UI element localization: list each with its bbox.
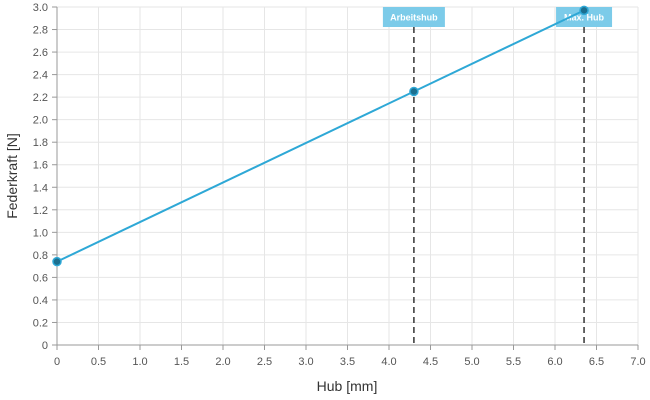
x-tick-label: 5.0 (464, 356, 479, 368)
x-ticks: 0 0.5 1.0 1.5 2.0 2.5 3.0 3.5 4.0 4.5 5.0 5.5 6.0 6.5… (54, 345, 646, 368)
y-tick-label: 0.6 (33, 272, 48, 284)
y-tick-label: 0.8 (33, 250, 48, 262)
series (52, 5, 589, 267)
x-tick-label: 6.0 (547, 356, 562, 368)
x-tick-label: 4.0 (381, 356, 396, 368)
x-axis-title: Hub [mm] (317, 378, 378, 394)
y-tick-label: 1.2 (33, 205, 48, 217)
y-tick-label: 1.6 (33, 160, 48, 172)
y-tick-label: 2.6 (33, 47, 48, 59)
marker-label: Max. Hub (564, 13, 605, 23)
y-tick-label: 2.0 (33, 115, 48, 127)
x-tick-label: 4.5 (423, 356, 438, 368)
x-tick-label: 2.0 (215, 356, 230, 368)
x-tick-label: 2.5 (257, 356, 272, 368)
y-tick-label: 1.0 (33, 227, 48, 239)
y-tick-label: 0 (42, 340, 48, 352)
y-tick-label: 2.2 (33, 92, 48, 104)
data-point (52, 256, 62, 267)
x-tick-label: 0 (54, 356, 60, 368)
x-tick-label: 7.0 (630, 356, 645, 368)
marker-label: Arbeitshub (390, 13, 438, 23)
y-tick-label: 2.8 (33, 25, 48, 37)
y-tick-label: 1.4 (33, 182, 48, 194)
y-tick-label: 0.4 (33, 295, 48, 307)
markers: Arbeitshub Max. Hub (382, 7, 613, 345)
x-tick-label: 1.5 (174, 356, 189, 368)
grid (56, 6, 639, 346)
y-axis-title: Federkraft [N] (4, 133, 20, 219)
y-tick-label: 1.8 (33, 137, 48, 149)
x-tick-label: 3.0 (298, 356, 313, 368)
x-tick-label: 5.5 (506, 356, 521, 368)
y-tick-label: 3.0 (33, 2, 48, 14)
series-line (56, 9, 585, 263)
x-tick-label: 0.5 (91, 356, 106, 368)
y-ticks: 0 0.2 0.4 0.6 0.8 1.0 1.2 1.4 1.6 1.8 2.0 2.2 2.4 2.6… (33, 2, 57, 352)
x-tick-label: 1.0 (132, 356, 147, 368)
y-tick-label: 0.2 (33, 317, 48, 329)
marker-label-box (382, 7, 445, 27)
data-point (409, 86, 419, 97)
x-tick-label: 6.5 (589, 356, 604, 368)
x-tick-label: 3.5 (340, 356, 355, 368)
data-point (579, 5, 589, 16)
y-tick-label: 2.4 (33, 70, 48, 82)
marker-label-box (556, 7, 613, 27)
